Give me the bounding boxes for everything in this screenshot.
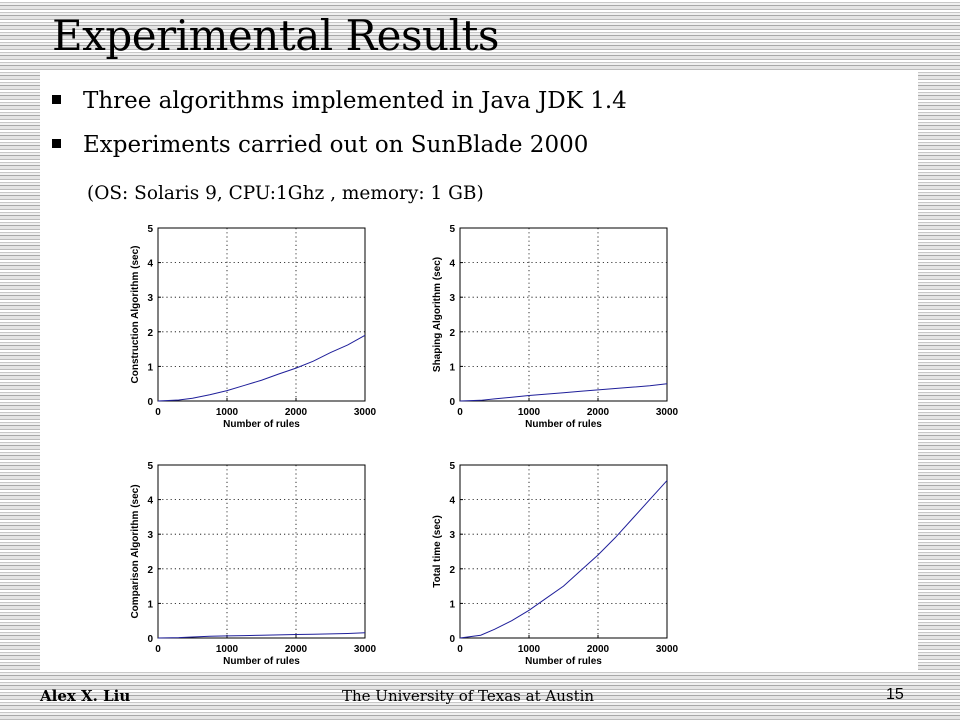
y-axis-label: Comparison Algorithm (sec) xyxy=(130,484,141,618)
x-tick-label: 1000 xyxy=(216,644,239,655)
y-tick-label: 2 xyxy=(147,328,153,339)
y-tick-label: 3 xyxy=(147,530,153,541)
y-tick-label: 1 xyxy=(449,362,455,373)
footer-author: Alex X. Liu xyxy=(40,687,131,705)
y-tick-label: 2 xyxy=(147,565,153,576)
y-tick-label: 0 xyxy=(147,397,153,408)
x-tick-label: 3000 xyxy=(354,644,377,655)
y-tick-label: 3 xyxy=(449,530,455,541)
data-series-line xyxy=(157,632,366,639)
x-axis-label: Number of rules xyxy=(223,419,300,430)
x-axis-label: Number of rules xyxy=(223,656,300,667)
x-tick-label: 0 xyxy=(457,407,463,418)
x-tick-label: 3000 xyxy=(656,644,679,655)
y-tick-label: 5 xyxy=(147,461,153,472)
slide-content-panel xyxy=(40,72,918,672)
plot-frame xyxy=(157,464,366,639)
data-series-line xyxy=(157,334,366,402)
y-tick-label: 0 xyxy=(147,634,153,645)
data-series-line xyxy=(459,480,668,639)
x-tick-label: 1000 xyxy=(216,407,239,418)
y-tick-label: 3 xyxy=(449,293,455,304)
bullet-item-2: Experiments carried out on SunBlade 2000 xyxy=(52,130,588,160)
x-tick-label: 2000 xyxy=(285,644,308,655)
y-tick-label: 5 xyxy=(449,224,455,235)
x-tick-label: 3000 xyxy=(656,407,679,418)
x-axis-label: Number of rules xyxy=(525,419,602,430)
comparison-time-chart: 0 1000 2000 3000 0 1 2 3 4 5 Number of rules Compar… xyxy=(130,461,377,667)
y-tick-label: 4 xyxy=(147,259,153,270)
page-number: 15 xyxy=(886,686,904,703)
bullet-text-2: Experiments carried out on SunBlade 2000 xyxy=(83,132,589,158)
y-tick-label: 2 xyxy=(449,565,455,576)
y-tick-label: 0 xyxy=(449,397,455,408)
total-time-chart: 0 1000 2000 3000 0 1 2 3 4 5 Number of rules Total … xyxy=(432,461,679,667)
y-tick-label: 1 xyxy=(147,599,153,610)
y-axis-label: Construction Algorithm (sec) xyxy=(130,246,141,384)
y-tick-label: 1 xyxy=(147,362,153,373)
y-tick-label: 4 xyxy=(147,496,153,507)
system-specs-text: (OS: Solaris 9, CPU:1Ghz , memory: 1 GB) xyxy=(87,183,484,204)
shaping-time-chart: 0 1000 2000 3000 0 1 2 3 4 5 Number of rules Shapin… xyxy=(432,224,679,430)
x-tick-label: 1000 xyxy=(518,407,541,418)
y-tick-label: 3 xyxy=(147,293,153,304)
footer-institution: The University of Texas at Austin xyxy=(342,687,595,705)
x-tick-label: 0 xyxy=(457,644,463,655)
y-tick-label: 4 xyxy=(449,496,455,507)
y-tick-label: 5 xyxy=(147,224,153,235)
bullet-item-1: Three algorithms implemented in Java JDK… xyxy=(52,86,627,116)
plot-frame xyxy=(459,464,668,639)
construction-time-chart: 0 1000 2000 3000 0 1 2 3 4 5 Number of rules Constr… xyxy=(130,224,377,430)
x-tick-label: 1000 xyxy=(518,644,541,655)
y-tick-label: 4 xyxy=(449,259,455,270)
square-bullet-icon xyxy=(52,95,61,104)
bullet-text-1: Three algorithms implemented in Java JDK… xyxy=(83,88,627,114)
y-axis-label: Total time (sec) xyxy=(432,515,443,588)
y-tick-label: 1 xyxy=(449,599,455,610)
plot-frame xyxy=(459,227,668,402)
x-tick-label: 2000 xyxy=(587,644,610,655)
square-bullet-icon xyxy=(52,139,61,148)
x-tick-label: 2000 xyxy=(587,407,610,418)
y-tick-label: 5 xyxy=(449,461,455,472)
x-tick-label: 3000 xyxy=(354,407,377,418)
x-axis-label: Number of rules xyxy=(525,656,602,667)
y-tick-label: 2 xyxy=(449,328,455,339)
data-series-line xyxy=(459,383,668,402)
slide-title: Experimental Results xyxy=(52,11,499,60)
x-tick-label: 2000 xyxy=(285,407,308,418)
x-tick-label: 0 xyxy=(155,407,161,418)
y-tick-label: 0 xyxy=(449,634,455,645)
plot-frame xyxy=(157,227,366,402)
x-tick-label: 0 xyxy=(155,644,161,655)
y-axis-label: Shaping Algorithm (sec) xyxy=(432,257,443,372)
